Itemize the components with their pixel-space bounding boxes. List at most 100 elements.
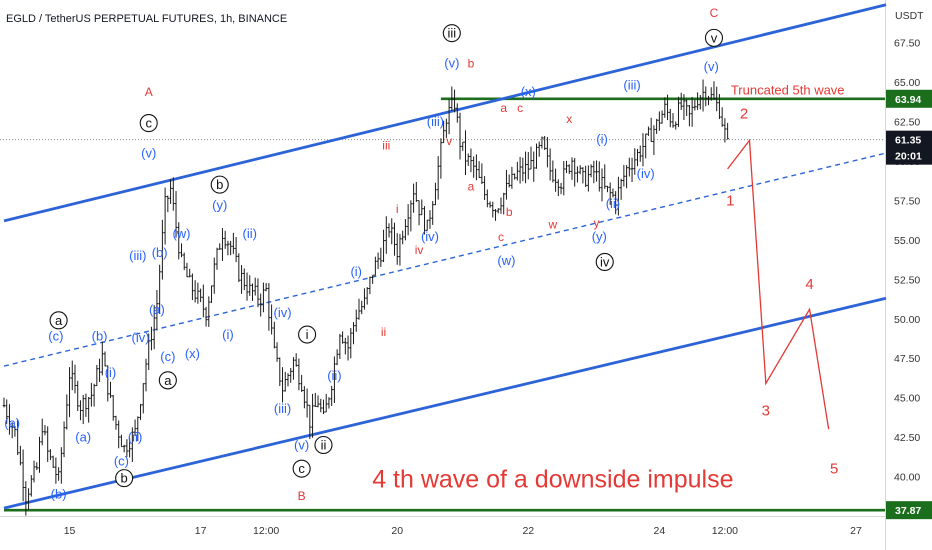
- wave-label-circle: [115, 469, 134, 488]
- wave-label: (v): [704, 59, 719, 74]
- time-tick-label: 20: [391, 525, 403, 537]
- price-tick-label: 65.00: [894, 77, 920, 89]
- wave-label: (x): [185, 346, 200, 361]
- wave-label: b: [506, 205, 513, 219]
- wave-label: iii: [382, 139, 390, 153]
- wave-label: A: [145, 85, 153, 99]
- wave-label: (w): [497, 253, 515, 268]
- wave-label: (iv): [421, 229, 439, 244]
- projection-wave-label: 2: [740, 106, 748, 123]
- wave-label: a: [500, 101, 507, 115]
- price-tick-label: 45.00: [894, 393, 920, 405]
- projection: 1 2 3 4 5: [726, 106, 838, 478]
- wave-label: (a): [149, 302, 165, 317]
- wave-label: (y): [212, 198, 227, 213]
- price-tick-label: 50.00: [894, 314, 920, 326]
- wave-labels: (a) (b) (c) a (a) (b) (i) (ii) (c) b (iii) (iv) Ac (v…: [4, 6, 724, 503]
- chart-title: EGLD / TetherUS PERPETUAL FUTURES, 1h, B…: [6, 13, 287, 25]
- channel-lower-line: [3, 296, 887, 510]
- wave-label: i: [306, 327, 309, 342]
- wave-label: w: [548, 218, 558, 232]
- current-price-label: 61.35: [895, 135, 921, 147]
- wave-label-circle: [704, 28, 724, 47]
- wave-label: (v): [444, 56, 459, 71]
- support-price-label: 37.87: [895, 505, 921, 517]
- wave-label: ii: [321, 437, 327, 452]
- price-tick-label: 42.50: [894, 432, 920, 444]
- wave-label: x: [566, 112, 572, 126]
- wave-label: (ii): [128, 430, 142, 445]
- wave-label: (i): [105, 365, 117, 380]
- wave-label: (iv): [132, 330, 150, 345]
- projection-path: [727, 138, 830, 430]
- wave-label: (b): [92, 329, 108, 344]
- wave-label: c: [145, 116, 152, 131]
- wave-label: c: [298, 461, 305, 476]
- channel-middle-line: [3, 152, 887, 367]
- wave-label: (c): [114, 453, 129, 468]
- price-axis-ticks: 40.00 42.50 45.00 47.50 50.00 52.50 55.00 57.50…: [894, 38, 920, 484]
- wave-label: v: [711, 30, 718, 45]
- wave-label: (v): [141, 146, 156, 161]
- wave-label: (c): [160, 349, 175, 364]
- price-tick-label: 67.50: [894, 38, 920, 50]
- time-tick-label: 27: [850, 525, 862, 537]
- wave-label: b: [468, 57, 475, 71]
- wave-label: (i): [350, 264, 362, 279]
- wave-label: (v): [294, 437, 309, 452]
- wave-label: c: [498, 230, 504, 244]
- main-annotation: 4 th wave of a downside impulse: [372, 466, 733, 494]
- price-tick-label: 52.50: [894, 274, 920, 286]
- time-tick-label: 12:00: [253, 525, 279, 537]
- time-tick-label: 12:00: [712, 525, 738, 537]
- wave-label: (w): [172, 226, 190, 241]
- wave-label: (iv): [274, 305, 292, 320]
- channel-lines: [3, 3, 887, 510]
- wave-label-circle: [139, 114, 158, 133]
- wave-label: a: [164, 373, 172, 388]
- wave-label: (ii): [243, 226, 257, 241]
- price-tags: 63.94 37.87 61.35 20:01: [886, 89, 932, 520]
- wave-label-circle: [595, 252, 614, 271]
- projection-wave-label: 4: [805, 276, 813, 293]
- time-tick-label: 17: [195, 525, 207, 537]
- wave-label-circle: [49, 311, 68, 330]
- wave-label: (b): [51, 486, 67, 501]
- wave-label: (a): [4, 415, 20, 430]
- wave-label: (iv): [637, 166, 655, 181]
- wave-label: (iii): [129, 248, 146, 263]
- wave-label: (a): [75, 430, 91, 445]
- wave-label-circle: [442, 24, 461, 43]
- time-tick-label: 22: [522, 525, 534, 537]
- wave-label: iv: [415, 243, 424, 257]
- wave-label: (iii): [427, 114, 444, 129]
- annotations: Truncated 5th wave 4 th wave of a downsid…: [372, 83, 844, 494]
- price-tick-label: 55.00: [894, 235, 920, 247]
- price-tick-label: 47.50: [894, 353, 920, 365]
- wave-label: iv: [600, 254, 610, 269]
- price-tick-label: 40.00: [894, 472, 920, 484]
- wave-label: (y): [592, 229, 607, 244]
- support-price-tag: [886, 501, 932, 520]
- wave-label: y: [594, 216, 600, 230]
- wave-label: (c): [48, 329, 63, 344]
- wave-label: (i): [222, 327, 234, 342]
- wave-label: i: [396, 202, 399, 216]
- current-price-tag: [886, 130, 932, 165]
- bar-countdown-label: 20:01: [895, 151, 922, 163]
- projection-wave-label: 1: [726, 192, 734, 209]
- wave-label: c: [517, 101, 523, 115]
- wave-label: b: [216, 177, 223, 192]
- wave-label-circle: [314, 435, 333, 455]
- wave-label: b: [121, 471, 128, 486]
- price-axis-unit: USDT: [895, 10, 924, 22]
- wave-label: v: [446, 134, 452, 148]
- wave-label: ii: [381, 325, 386, 339]
- wave-label: (b): [152, 245, 168, 260]
- price-tick-label: 57.50: [894, 195, 920, 207]
- wave-label: (ii): [327, 368, 341, 383]
- resistance-price-tag: [886, 89, 932, 108]
- wave-label-circle: [292, 459, 311, 478]
